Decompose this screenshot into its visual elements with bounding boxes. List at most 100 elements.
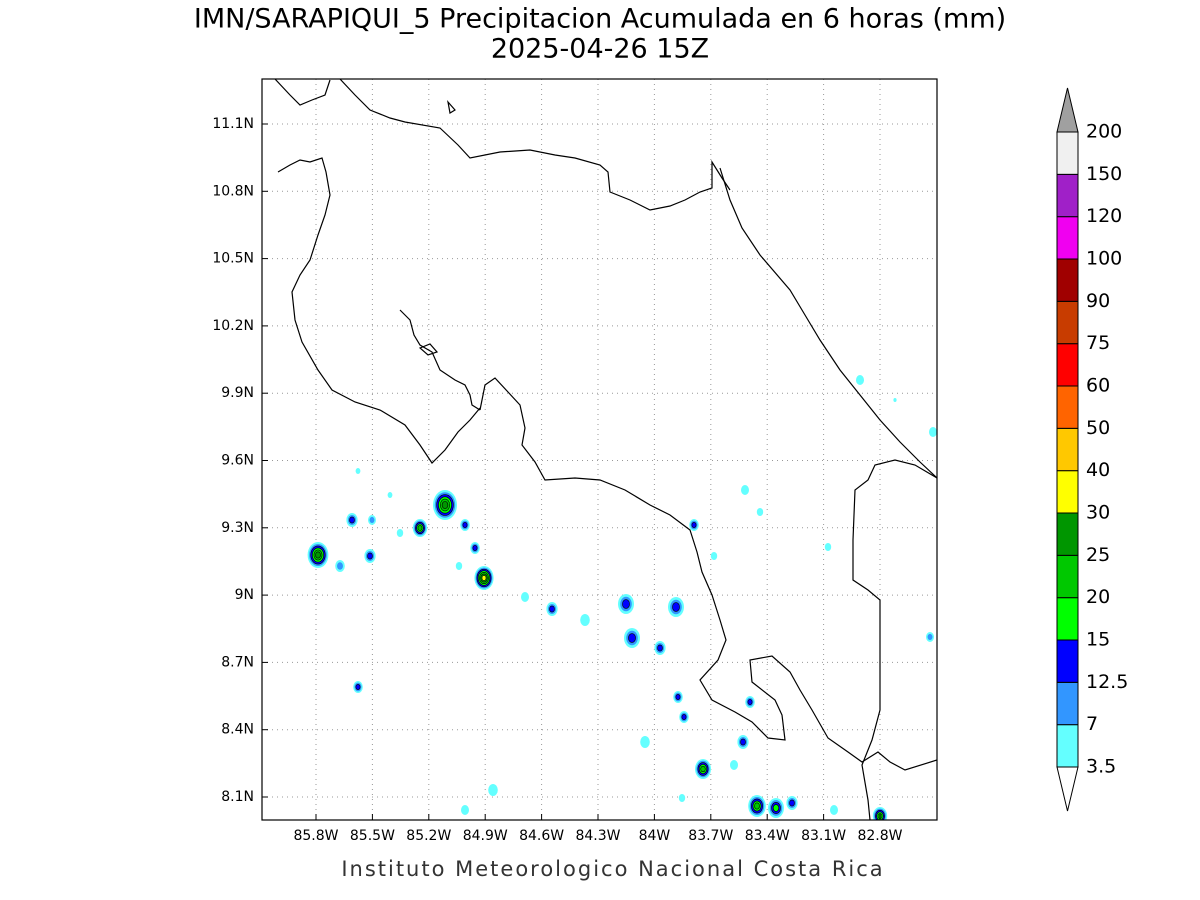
rain-contour [747, 699, 753, 705]
colorbar-label: 20 [1086, 586, 1110, 608]
rain-contour [756, 508, 764, 516]
colorbar-box [1056, 427, 1079, 472]
grid [262, 79, 937, 820]
title: IMN/SARAPIQUI_5 Precipitacion Acumulada … [194, 4, 1006, 35]
x-tick-label: 83.1W [801, 828, 846, 844]
rain-contour [741, 485, 749, 495]
subtitle: 2025-04-26 15Z [491, 34, 709, 65]
rain-contour [675, 694, 681, 700]
coastline [418, 343, 439, 356]
rain-contour [417, 525, 423, 531]
axes: 85.8W 85.5W 85.2W 84.9W 84.6W 84.3W 84W 83.7W 83… [212, 116, 902, 844]
colorbar-box [1056, 131, 1079, 175]
rain-contour [856, 375, 864, 385]
rain-contour [700, 765, 706, 773]
coastline [339, 79, 731, 211]
footer: Instituto Meteorologico Nacional Costa R… [341, 857, 884, 881]
rain-contour [337, 562, 343, 570]
colorbar: 3.5 7 12.5 15 20 25 30 40 50 60 75 90 100 120 150 200 [1056, 87, 1128, 812]
rain-contour [549, 605, 555, 613]
colorbar-box [1056, 470, 1079, 514]
colorbar-label: 100 [1086, 248, 1122, 270]
rain-contour [730, 760, 738, 770]
x-tick-label: 83.7W [688, 828, 733, 844]
y-tick-label: 10.5N [212, 251, 254, 267]
y-tick-label: 11.1N [212, 116, 254, 132]
colorbar-box [1056, 639, 1079, 683]
colorbar-label: 30 [1086, 502, 1110, 524]
coastline [274, 79, 331, 106]
rain-contour [355, 468, 361, 474]
rain-contour [830, 805, 838, 815]
rain-contour [396, 529, 404, 537]
colorbar-label: 7 [1086, 713, 1098, 735]
colorbar-label: 50 [1086, 417, 1110, 439]
colorbar-box [1056, 258, 1079, 302]
x-tick-label: 83.4W [745, 828, 790, 844]
rain-contour [481, 575, 487, 581]
colorbar-label: 12.5 [1086, 671, 1128, 693]
rain-contour [740, 738, 746, 746]
colorbar-label: 120 [1086, 205, 1122, 227]
border [852, 459, 937, 820]
colorbar-box [1056, 597, 1079, 641]
y-tick-label: 9N [235, 587, 254, 603]
rain-contour [387, 492, 393, 498]
rain-contour [472, 545, 478, 551]
rain-contour [691, 522, 697, 528]
rain-contour [893, 398, 897, 402]
rain-contour [657, 644, 663, 652]
rain-contour [789, 799, 795, 807]
rain-contour [441, 501, 449, 509]
rain-contour [929, 427, 937, 437]
x-tick-label: 82.8W [857, 828, 902, 844]
rain-contour [678, 794, 686, 802]
colorbar-label: 150 [1086, 163, 1122, 185]
coastline [479, 377, 937, 771]
colorbar-label: 40 [1086, 459, 1110, 481]
rain-contour [462, 522, 468, 528]
rain-contour [622, 599, 630, 609]
y-tick-label: 10.2N [212, 318, 254, 334]
colorbar-box [1056, 173, 1079, 218]
coastline [719, 167, 937, 479]
y-tick-label: 10.8N [212, 183, 254, 199]
rain-contour [927, 633, 933, 641]
colorbar-under [1056, 766, 1079, 812]
y-tick-label: 8.7N [221, 654, 254, 670]
x-tick-label: 85.5W [350, 828, 395, 844]
coastline [277, 157, 481, 464]
y-tick-label: 9.6N [221, 453, 254, 469]
rain-contour [628, 633, 636, 643]
x-tick-label: 84W [639, 828, 671, 844]
x-tick-label: 85.2W [406, 828, 451, 844]
x-tick-label: 85.8W [293, 828, 338, 844]
colorbar-label: 15 [1086, 629, 1110, 651]
plot-frame [261, 78, 938, 821]
rain-contour [315, 551, 321, 559]
colorbar-over [1056, 87, 1079, 133]
rain-contour [355, 684, 361, 690]
rain-contour [461, 805, 469, 815]
rain-contour [349, 516, 355, 524]
rain-contour [824, 543, 832, 551]
y-tick-label: 9.3N [221, 520, 254, 536]
colorbar-box [1056, 681, 1079, 726]
rain-contour [455, 562, 463, 570]
colorbar-box [1056, 216, 1079, 260]
colorbar-label: 60 [1086, 375, 1110, 397]
colorbar-label: 75 [1086, 332, 1110, 354]
y-tick-label: 8.4N [221, 722, 254, 738]
rain-contour [710, 552, 718, 560]
rain-contour [488, 784, 498, 796]
x-tick-label: 84.9W [463, 828, 508, 844]
x-tick-label: 84.6W [519, 828, 564, 844]
rain-contour [672, 602, 680, 612]
y-tick-label: 8.1N [221, 789, 254, 805]
precipitation-field [307, 375, 937, 820]
rain-contour [369, 516, 375, 524]
x-tick-label: 84.3W [575, 828, 620, 844]
rain-contour [681, 714, 687, 720]
coastlines [274, 79, 937, 820]
